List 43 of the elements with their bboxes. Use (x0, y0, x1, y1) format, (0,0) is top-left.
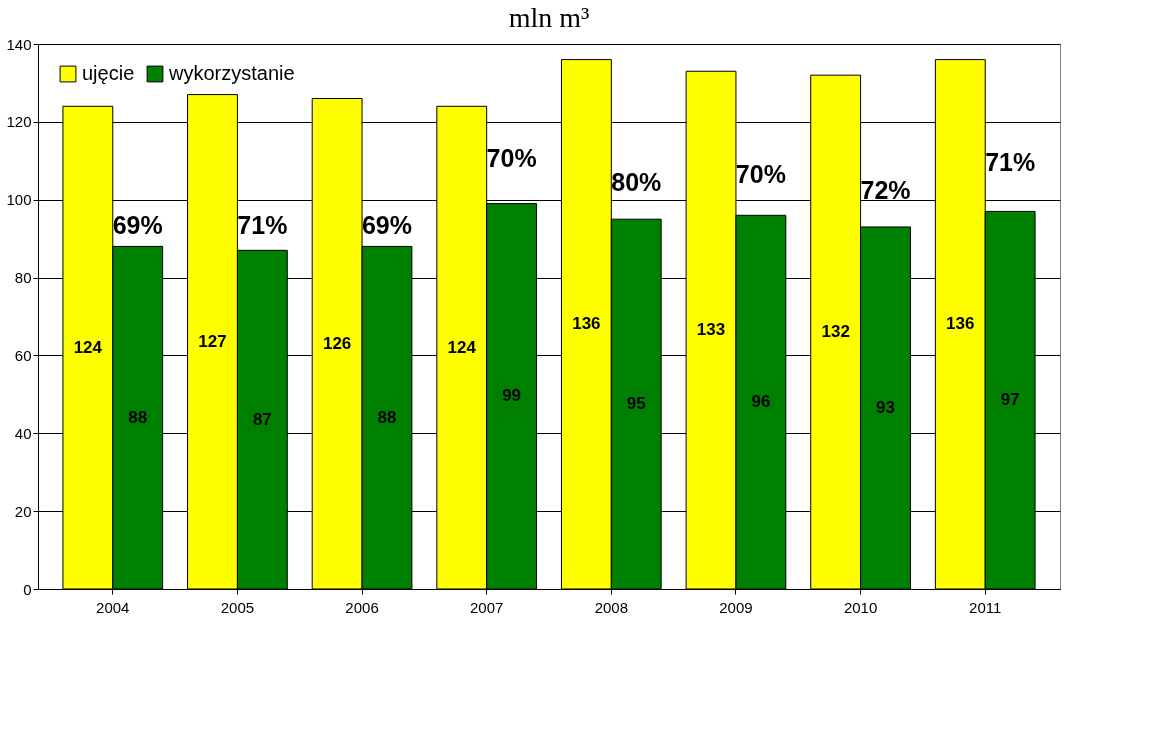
data-label: 99 (502, 386, 522, 406)
data-label: 127 (198, 331, 227, 351)
data-label: 136 (572, 314, 601, 334)
y-tick-label: 80 (14, 269, 32, 287)
y-tick-label: 20 (14, 502, 32, 520)
data-label: 124 (73, 337, 103, 357)
data-label: 136 (946, 314, 975, 334)
x-tick-label: 2008 (594, 598, 628, 616)
annotation: 69% (112, 210, 163, 239)
legend-label: wykorzystanie (168, 62, 295, 84)
x-tick-label: 2006 (345, 598, 379, 616)
annotation: 70% (486, 144, 537, 173)
data-label: 97 (1000, 390, 1020, 410)
data-label: 124 (447, 337, 477, 357)
y-tick-label: 120 (6, 113, 32, 131)
legend-label: ujęcie (82, 62, 135, 84)
data-label: 95 (626, 394, 646, 414)
y-tick-label: 140 (6, 35, 32, 53)
y-tick-label: 40 (14, 424, 32, 442)
x-tick-label: 2005 (220, 598, 255, 616)
annotation: 69% (361, 210, 412, 239)
data-label: 96 (751, 392, 771, 412)
x-tick-label: 2007 (470, 598, 504, 616)
data-label: 133 (696, 320, 726, 340)
y-tick-label: 0 (23, 580, 32, 598)
data-label: 93 (876, 397, 895, 417)
chart-title: mln m³ (508, 2, 590, 33)
y-tick-label: 60 (14, 346, 32, 364)
y-tick-label: 100 (6, 191, 32, 209)
x-tick-label: 2011 (969, 598, 1002, 616)
data-label: 87 (252, 409, 272, 429)
annotation: 70% (735, 160, 786, 189)
annotation: 80% (611, 167, 662, 196)
data-label: 132 (821, 322, 850, 342)
data-label: 88 (128, 407, 148, 427)
data-label: 126 (322, 333, 352, 353)
x-tick-label: 2004 (96, 598, 130, 616)
x-tick-label: 2009 (719, 598, 753, 616)
data-label: 88 (377, 407, 397, 427)
x-tick-label: 2010 (843, 598, 878, 616)
annotation: 71% (985, 148, 1036, 177)
annotation: 71% (237, 210, 288, 239)
annotation: 72% (860, 175, 911, 204)
